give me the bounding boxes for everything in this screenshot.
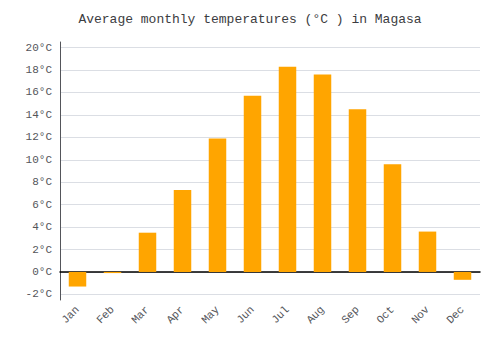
svg-text:May: May: [199, 303, 222, 326]
svg-text:0°C: 0°C: [32, 266, 52, 278]
svg-text:Sep: Sep: [339, 304, 361, 326]
svg-text:6°C: 6°C: [32, 199, 52, 211]
svg-text:8°C: 8°C: [32, 176, 52, 188]
svg-text:Jan: Jan: [59, 304, 81, 326]
svg-text:18°C: 18°C: [26, 64, 53, 76]
svg-text:Oct: Oct: [374, 304, 396, 326]
svg-text:Average monthly temperatures (: Average monthly temperatures (°C ) in Ma…: [78, 12, 421, 27]
svg-text:16°C: 16°C: [26, 86, 53, 98]
svg-text:Aug: Aug: [304, 304, 326, 326]
svg-text:Jul: Jul: [269, 304, 291, 326]
svg-text:10°C: 10°C: [26, 154, 53, 166]
svg-text:Feb: Feb: [94, 304, 116, 326]
svg-text:20°C: 20°C: [26, 42, 53, 54]
svg-text:-2°C: -2°C: [26, 288, 53, 300]
svg-text:Nov: Nov: [409, 303, 432, 326]
svg-text:14°C: 14°C: [26, 109, 53, 121]
svg-text:12°C: 12°C: [26, 131, 53, 143]
svg-text:Jun: Jun: [234, 304, 256, 326]
svg-text:Mar: Mar: [129, 304, 151, 326]
svg-text:Dec: Dec: [444, 304, 466, 326]
svg-text:Apr: Apr: [164, 304, 186, 326]
svg-text:4°C: 4°C: [32, 221, 52, 233]
svg-text:2°C: 2°C: [32, 244, 52, 256]
